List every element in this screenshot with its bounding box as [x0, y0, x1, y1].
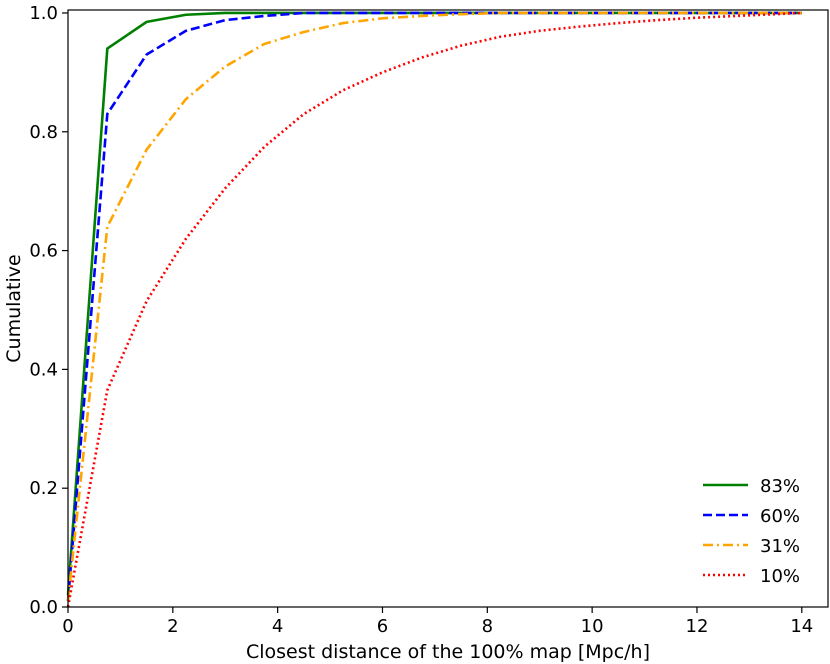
plot-frame: [67, 9, 829, 608]
series-line-3: [66, 11, 802, 608]
y-tick-label: 0.4: [29, 359, 58, 380]
series-layer: [66, 11, 802, 608]
x-tick-label: 4: [272, 616, 283, 637]
series-line-2: [66, 11, 802, 602]
series-line-1: [66, 11, 802, 602]
y-tick-label: 1.0: [29, 3, 58, 24]
y-axis-label: Cumulative: [3, 254, 25, 362]
legend-label-1: 60%: [760, 506, 800, 527]
y-tick-label: 0.2: [29, 478, 58, 499]
legend: 83% 60% 31% 10%: [703, 476, 800, 587]
legend-label-3: 10%: [760, 566, 800, 587]
y-tick-label: 0.6: [29, 241, 58, 262]
y-tick-label: 0.0: [29, 597, 58, 618]
x-tick-label: 12: [686, 616, 709, 637]
x-tick-label: 14: [790, 616, 813, 637]
legend-label-2: 31%: [760, 536, 800, 557]
x-tick-label: 8: [482, 616, 493, 637]
y-tick-label: 0.8: [29, 122, 58, 143]
x-axis: 0 2 4 6 8 10 12 14: [62, 607, 813, 637]
y-axis: 0.0 0.2 0.4 0.6 0.8 1.0: [29, 3, 68, 618]
x-tick-label: 6: [377, 616, 388, 637]
x-axis-label: Closest distance of the 100% map [Mpc/h]: [246, 641, 650, 663]
x-tick-label: 10: [581, 616, 604, 637]
x-tick-label: 0: [62, 616, 73, 637]
series-line-0: [66, 11, 802, 596]
legend-label-0: 83%: [760, 476, 800, 497]
x-tick-label: 2: [167, 616, 178, 637]
